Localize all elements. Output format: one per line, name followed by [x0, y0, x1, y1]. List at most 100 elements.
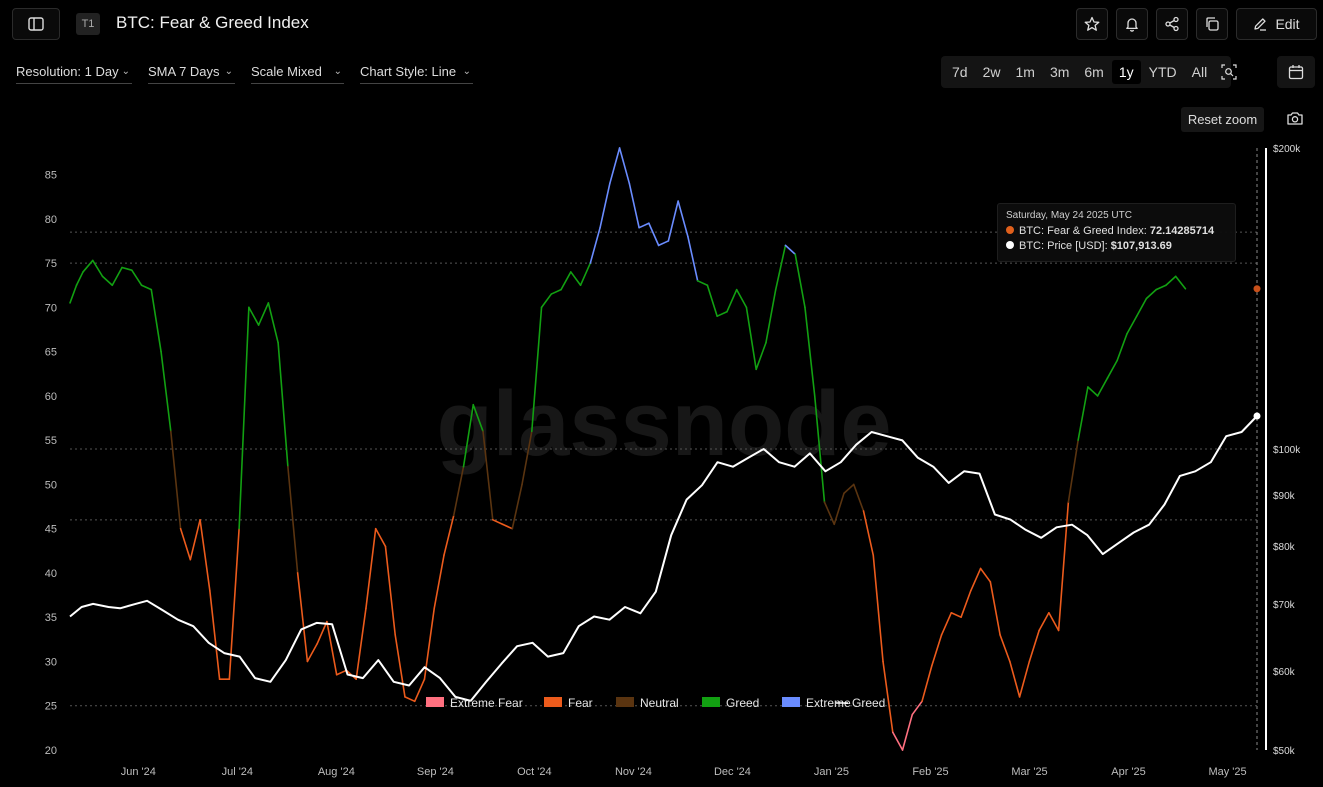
sma-dropdown[interactable]: SMA 7 Days ⌄	[148, 64, 235, 84]
fg-line-segment	[696, 279, 709, 287]
legend-label: Extreme Fear	[450, 696, 523, 710]
range-6m[interactable]: 6m	[1084, 64, 1104, 80]
fg-line-segment	[755, 341, 767, 371]
range-all[interactable]: All	[1191, 64, 1208, 80]
fg-line-segment	[1096, 377, 1109, 397]
fg-line-segment	[130, 269, 143, 287]
range-7d[interactable]: 7d	[952, 64, 968, 80]
x-axis-tick: Sep '24	[417, 766, 454, 778]
fg-line-segment	[979, 567, 992, 583]
duplicate-button[interactable]	[1196, 8, 1228, 40]
fg-line-segment	[706, 284, 718, 318]
range-2w[interactable]: 2w	[982, 64, 1001, 80]
tooltip-fg-value: 72.14285714	[1149, 225, 1215, 237]
fg-line-segment	[882, 660, 894, 734]
copy-icon	[1206, 17, 1219, 31]
fg-line-segment	[248, 306, 260, 326]
fg-line-segment	[940, 611, 953, 636]
export-image-button[interactable]	[1286, 110, 1304, 131]
fg-line-segment	[1028, 629, 1040, 663]
bell-icon	[1126, 18, 1138, 32]
legend-swatch	[544, 697, 562, 707]
fg-line-segment	[999, 634, 1011, 663]
fg-line-segment	[1038, 611, 1050, 632]
right-axis-tick: $100k	[1273, 445, 1301, 456]
tooltip-price-value: $107,913.69	[1110, 240, 1172, 252]
reset-zoom-button[interactable]: Reset zoom	[1181, 107, 1264, 132]
fg-line-segment	[1087, 386, 1099, 397]
fg-line-segment	[970, 567, 982, 592]
left-axis-tick: 75	[45, 258, 57, 270]
range-1y[interactable]: 1y	[1111, 60, 1141, 84]
favorite-button[interactable]	[1076, 8, 1108, 40]
range-3m[interactable]: 3m	[1049, 64, 1070, 80]
fg-line-segment	[862, 510, 875, 557]
fg-line-segment	[901, 713, 914, 751]
fg-line-segment	[930, 634, 943, 667]
resolution-dropdown[interactable]: Resolution: 1 Day ⌄	[16, 64, 132, 84]
tooltip-fg-row: BTC: Fear & Greed Index: 72.14285714	[1006, 225, 1227, 237]
fg-line-segment	[1116, 333, 1128, 362]
x-axis-tick: Feb '25	[912, 766, 948, 778]
star-icon	[1084, 16, 1100, 31]
chart-legend: Extreme Fear Fear Neutral Greed Extreme Greed	[426, 696, 885, 710]
fg-line-segment	[648, 222, 660, 247]
calendar-button[interactable]	[1277, 56, 1315, 88]
left-axis-tick: 25	[45, 701, 57, 713]
sidebar-toggle-button[interactable]	[12, 8, 60, 40]
edit-button[interactable]: Edit	[1236, 8, 1317, 40]
fg-line-segment	[287, 465, 299, 574]
fg-line-segment	[335, 669, 348, 676]
fg-line-segment	[1165, 275, 1177, 287]
fg-line-segment	[355, 607, 367, 680]
legend-swatch	[702, 697, 720, 707]
pencil-icon	[1254, 18, 1267, 31]
legend-label: Extreme	[806, 696, 851, 710]
right-axis-tick: $60k	[1273, 667, 1296, 678]
fg-line-segment	[501, 523, 514, 530]
range-1m[interactable]: 1m	[1015, 64, 1035, 80]
fg-line-segment	[384, 545, 397, 636]
share-button[interactable]	[1156, 8, 1188, 40]
fg-line-segment	[404, 696, 416, 703]
fg-line-segment	[433, 554, 445, 610]
fg-line-segment	[1106, 359, 1118, 379]
left-axis-tick: 45	[45, 524, 57, 536]
fg-line-segment	[1155, 284, 1167, 291]
fg-line-segment	[452, 465, 465, 517]
alert-button[interactable]	[1116, 8, 1148, 40]
fg-line-segment	[277, 341, 289, 468]
fg-line-segment	[296, 572, 309, 663]
fg-line-segment	[1077, 386, 1089, 441]
fg-line-segment	[745, 306, 757, 371]
left-axis-tick: 35	[45, 612, 57, 624]
chevron-down-icon: ⌄	[121, 66, 130, 77]
fg-line-segment	[423, 607, 436, 680]
legend-swatch	[782, 697, 800, 707]
scale-dropdown[interactable]: Scale Mixed ⌄	[251, 64, 344, 84]
x-axis-tick: Jun '24	[121, 766, 156, 778]
fg-line-segment	[530, 306, 543, 433]
fg-line-segment	[1145, 288, 1157, 300]
chevron-down-icon: ⌄	[462, 66, 471, 77]
zoom-select-button[interactable]	[1221, 64, 1237, 80]
watermark: glassnode	[436, 373, 891, 475]
fg-line-segment	[170, 430, 182, 530]
fg-line-segment	[872, 554, 884, 663]
chart-style-dropdown[interactable]: Chart Style: Line ⌄	[360, 64, 473, 84]
fg-line-segment	[1048, 611, 1060, 632]
fg-line-segment	[843, 483, 855, 495]
camera-icon	[1287, 112, 1303, 125]
range-ytd[interactable]: YTD	[1148, 64, 1177, 80]
fg-line-segment	[560, 271, 572, 291]
x-axis-tick: Apr '25	[1111, 766, 1146, 778]
fg-line-segment	[521, 430, 533, 486]
fg-line-segment	[960, 589, 972, 619]
fg-line-segment	[989, 580, 1001, 636]
price-dot-icon	[1006, 241, 1014, 249]
fg-line-segment	[326, 620, 338, 676]
fg-line-segment	[140, 284, 153, 291]
fg-line-segment	[1018, 660, 1031, 698]
chevron-down-icon: ⌄	[333, 66, 342, 77]
